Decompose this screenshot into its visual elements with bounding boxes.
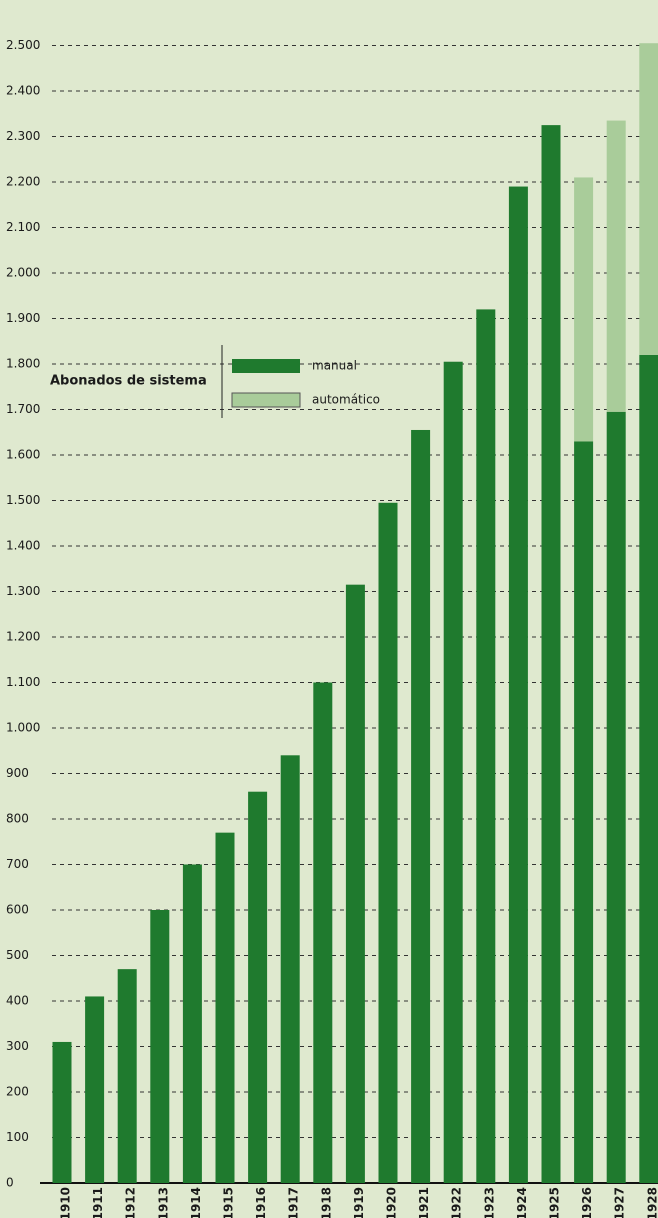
bar (639, 43, 658, 355)
x-tick-label: 1928 (645, 1187, 658, 1218)
y-tick-label: 900 (6, 766, 29, 780)
x-tick-label: 1923 (482, 1187, 496, 1218)
y-tick-label: 200 (6, 1085, 29, 1099)
y-tick-label: 2.000 (6, 266, 40, 280)
bar (313, 682, 333, 1183)
legend-title: Abonados de sistema (50, 374, 207, 389)
y-tick-label: 1.800 (6, 357, 40, 371)
legend: Abonados de sistema manual automático (50, 345, 380, 418)
bar (378, 502, 398, 1183)
legend-swatch (232, 359, 300, 373)
y-tick-label: 2.500 (6, 38, 40, 52)
bar (606, 411, 626, 1183)
bar (541, 125, 561, 1183)
x-tick-label: 1922 (450, 1187, 464, 1218)
bar (248, 791, 268, 1183)
y-tick-label: 1.900 (6, 311, 40, 325)
bar (85, 996, 105, 1183)
y-tick-label: 2.400 (6, 84, 40, 98)
x-tick-label: 1916 (254, 1187, 268, 1218)
x-tick-label: 1917 (287, 1187, 301, 1218)
x-tick-label: 1918 (319, 1187, 333, 1218)
y-tick-label: 1.500 (6, 493, 40, 507)
legend-label: manual (312, 359, 357, 373)
y-tick-label: 500 (6, 948, 29, 962)
y-tick-label: 2.200 (6, 175, 40, 189)
y-tick-label: 100 (6, 1130, 29, 1144)
x-tick-label: 1915 (222, 1187, 236, 1218)
x-tick-label: 1913 (156, 1187, 170, 1218)
y-tick-label: 1.000 (6, 721, 40, 735)
y-tick-label: 0 (6, 1176, 14, 1190)
x-tick-label: 1911 (91, 1187, 105, 1218)
y-tick-label: 1.200 (6, 630, 40, 644)
legend-swatch (231, 392, 301, 408)
x-tick-label: 1912 (124, 1187, 138, 1218)
y-tick-label: 400 (6, 994, 29, 1008)
y-tick-label: 2.300 (6, 129, 40, 143)
y-tick-label: 2.100 (6, 220, 40, 234)
bar (52, 1041, 72, 1183)
y-tick-label: 600 (6, 903, 29, 917)
y-tick-label: 800 (6, 812, 29, 826)
bar (182, 864, 202, 1183)
y-tick-label: 300 (6, 1039, 29, 1053)
x-tick-label: 1910 (59, 1187, 73, 1218)
bar (411, 429, 431, 1184)
bar (508, 186, 528, 1184)
bar (476, 309, 496, 1183)
x-tick-label: 1925 (548, 1187, 562, 1218)
x-tick-label: 1924 (515, 1187, 529, 1218)
bar (150, 910, 170, 1183)
bar (574, 441, 594, 1184)
y-tick-label: 700 (6, 857, 29, 871)
y-tick-label: 1.400 (6, 539, 40, 553)
legend-label: automático (312, 393, 380, 407)
bar (639, 354, 658, 1183)
x-tick-label: 1926 (580, 1187, 594, 1218)
bar (345, 584, 365, 1183)
x-tick-label: 1920 (385, 1187, 399, 1218)
x-tick-label: 1921 (417, 1187, 431, 1218)
y-tick-label: 1.100 (6, 675, 40, 689)
y-tick-label: 1.300 (6, 584, 40, 598)
bar (280, 755, 300, 1183)
bar (574, 177, 594, 442)
bar (443, 361, 463, 1184)
y-tick-label: 1.600 (6, 448, 40, 462)
y-tick-label: 1.700 (6, 402, 40, 416)
x-tick-label: 1927 (613, 1187, 627, 1218)
bar (215, 832, 235, 1183)
bar (606, 120, 626, 412)
x-tick-label: 1914 (189, 1187, 203, 1218)
x-tick-label: 1919 (352, 1187, 366, 1218)
bar (117, 969, 137, 1183)
